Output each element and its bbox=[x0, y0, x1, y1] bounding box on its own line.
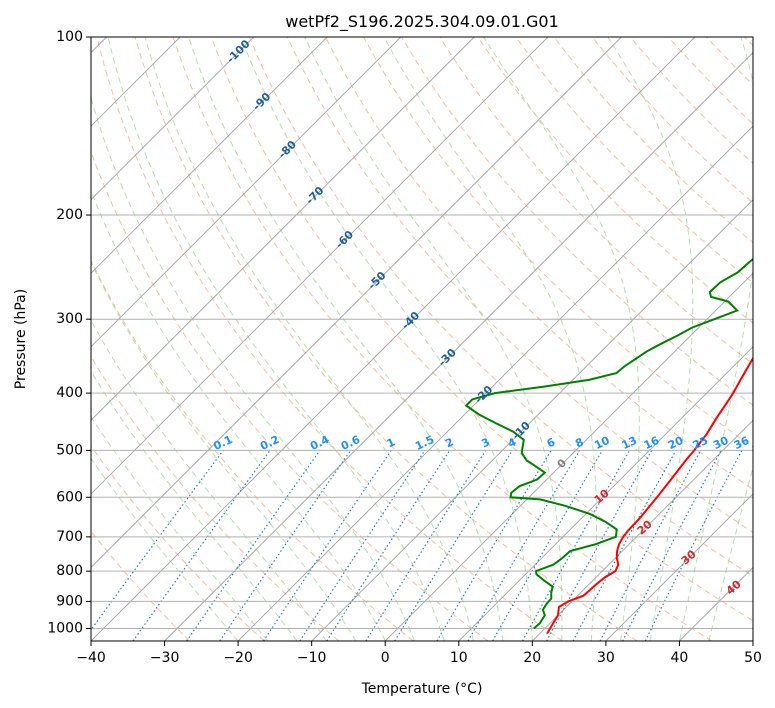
plot-frame bbox=[90, 36, 754, 642]
isotherm bbox=[91, 37, 549, 495]
y-axis-title: Pressure (hPa) bbox=[13, 289, 29, 389]
y-tick-label: 800 bbox=[56, 563, 83, 579]
y-tick-label: 100 bbox=[56, 29, 83, 45]
mixing-ratio-line bbox=[186, 450, 321, 641]
mixing-ratio-label: 10 bbox=[592, 434, 612, 452]
x-tick-label: −20 bbox=[223, 650, 253, 666]
moist-adiabat bbox=[91, 415, 268, 641]
moist-adiabat bbox=[91, 319, 327, 641]
moist-adiabat bbox=[91, 260, 357, 641]
mixing-ratio-line bbox=[572, 450, 677, 641]
moist-adiabat bbox=[91, 370, 298, 641]
moist-adiabat bbox=[107, 37, 445, 641]
pressure-grid bbox=[91, 37, 753, 629]
dry-adiabat bbox=[96, 37, 563, 641]
moist-adiabat bbox=[91, 457, 239, 641]
dry-adiabat bbox=[172, 37, 713, 641]
mixing-ratio-label: 13 bbox=[620, 434, 639, 452]
y-tick-label: 1000 bbox=[47, 621, 83, 637]
dry-adiabat bbox=[91, 150, 489, 641]
dry-adiabat bbox=[248, 37, 753, 577]
x-tick-label: 30 bbox=[597, 650, 615, 666]
x-tick-label: −40 bbox=[76, 650, 106, 666]
moist-adiabat bbox=[240, 37, 533, 641]
y-tick-label: 700 bbox=[56, 529, 83, 545]
isotherm bbox=[91, 37, 696, 641]
moist-adiabat bbox=[483, 37, 640, 641]
isotherm bbox=[384, 272, 753, 641]
isotherm bbox=[91, 37, 255, 201]
mixing-ratio-line bbox=[219, 450, 352, 641]
moist-adiabat bbox=[383, 37, 597, 641]
isotherm bbox=[91, 37, 402, 348]
moist-adiabat bbox=[708, 465, 753, 641]
dry-adiabat bbox=[134, 37, 638, 641]
dry-adiabat bbox=[91, 444, 265, 641]
axes-ticks: −40 −30 −20 −10 0 10 20 30 40 50 100 200 300 400 500 60… bbox=[47, 29, 762, 666]
mixing-ratio-label: 20 bbox=[666, 434, 686, 452]
dry-adiabat bbox=[91, 259, 414, 641]
dewpoint-line bbox=[464, 257, 753, 630]
profiles bbox=[464, 257, 753, 635]
mixing-ratio-label: 25 bbox=[691, 434, 710, 452]
mixing-ratio-line bbox=[644, 450, 743, 641]
dry-adiabat bbox=[401, 37, 753, 406]
x-axis-title: Temperature (°C) bbox=[361, 681, 483, 697]
x-tick-label: 50 bbox=[744, 650, 762, 666]
mixing-ratio-label: 36 bbox=[732, 434, 752, 452]
isotherm bbox=[164, 51, 753, 641]
mixing-ratio-line bbox=[132, 450, 271, 641]
mixing-ratio-line bbox=[91, 450, 224, 631]
y-tick-label: 900 bbox=[56, 593, 83, 609]
mixing-ratio-line bbox=[394, 450, 513, 641]
dry-adiabat bbox=[439, 37, 753, 365]
dry-adiabat bbox=[477, 37, 753, 324]
isotherm bbox=[458, 346, 753, 641]
moist-adiabat bbox=[304, 37, 563, 641]
dry-adiabat bbox=[210, 37, 753, 622]
isotherm bbox=[91, 37, 475, 422]
moist-adiabat bbox=[144, 37, 474, 641]
isotherm bbox=[237, 125, 753, 641]
isotherm bbox=[605, 493, 753, 641]
mixing-ratio-line bbox=[262, 450, 392, 641]
x-tick-label: 0 bbox=[381, 650, 390, 666]
x-tick-label: −10 bbox=[297, 650, 327, 666]
temperature-line bbox=[546, 356, 753, 635]
isotherm bbox=[91, 37, 328, 274]
dry-adiabat bbox=[363, 37, 753, 448]
chart-title: wetPf2_S196.2025.304.09.01.G01 bbox=[285, 12, 559, 32]
x-tick-label: 10 bbox=[450, 650, 468, 666]
x-tick-label: −30 bbox=[150, 650, 180, 666]
mixing-ratio-line bbox=[326, 450, 451, 641]
moist-adiabat bbox=[678, 37, 753, 641]
mixing-ratio-line bbox=[299, 450, 426, 641]
isotherm bbox=[91, 37, 622, 569]
dry-adiabat bbox=[553, 37, 753, 244]
y-tick-label: 600 bbox=[56, 489, 83, 505]
moist-adiabat bbox=[188, 37, 504, 641]
background-lines bbox=[91, 37, 753, 641]
y-tick-label: 300 bbox=[56, 311, 83, 327]
y-tick-label: 200 bbox=[56, 207, 83, 223]
x-tick-label: 20 bbox=[523, 650, 541, 666]
isotherm bbox=[311, 198, 753, 641]
dry-adiabat bbox=[591, 37, 753, 204]
x-tick-label: 40 bbox=[670, 650, 688, 666]
moist-adiabat bbox=[91, 189, 386, 641]
dry-adiabat bbox=[286, 37, 753, 534]
mixing-ratio-label: 30 bbox=[711, 434, 731, 452]
mixing-ratio-line bbox=[521, 450, 631, 641]
moist-adiabat bbox=[607, 37, 694, 641]
mixing-ratio-label: 16 bbox=[642, 434, 662, 452]
y-tick-label: 400 bbox=[56, 385, 83, 401]
isotherm bbox=[531, 419, 753, 641]
y-tick-label: 500 bbox=[56, 442, 83, 458]
mixing-ratio-line bbox=[546, 450, 653, 641]
